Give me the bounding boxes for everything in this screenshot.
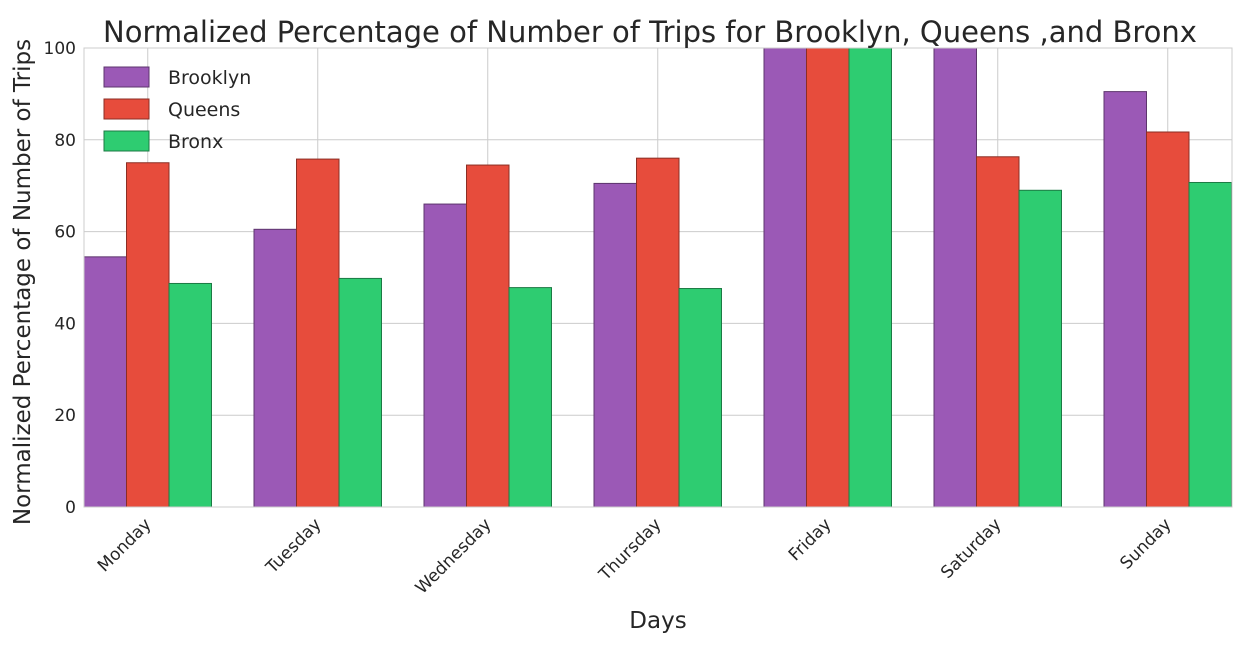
legend-swatch-bronx <box>103 130 150 152</box>
bar-bronx-saturday <box>1018 189 1062 508</box>
y-tick-label: 60 <box>54 223 76 243</box>
y-tick-label: 80 <box>54 131 76 151</box>
legend: Brooklyn Queens Bronx <box>103 66 251 153</box>
bar-queens-thursday <box>636 157 680 508</box>
x-tick-label: Wednesday <box>412 515 496 599</box>
x-tick-labels: Monday Tuesday Wednesday Thursday Friday Satu… <box>94 515 1176 599</box>
bar-brooklyn-sunday <box>1103 91 1147 508</box>
legend-swatch-queens <box>103 98 150 120</box>
y-tick-label: 40 <box>54 314 76 334</box>
y-axis-label: Normalized Percentage of Number of Trips <box>10 39 36 525</box>
bar-brooklyn-friday <box>763 47 807 508</box>
bar-bronx-sunday <box>1188 181 1232 508</box>
y-tick-label: 100 <box>44 39 76 59</box>
bar-queens-saturday <box>976 156 1020 508</box>
x-tick-label: Monday <box>94 515 156 577</box>
x-tick-label: Tuesday <box>262 515 326 579</box>
legend-label-brooklyn: Brooklyn <box>168 67 251 89</box>
bar-bronx-wednesday <box>508 287 552 508</box>
bar-bronx-tuesday <box>338 277 382 508</box>
x-axis-label: Days <box>629 608 686 634</box>
bar-brooklyn-monday <box>83 256 127 508</box>
chart-title: Normalized Percentage of Number of Trips… <box>103 15 1197 49</box>
bar-bronx-monday <box>168 282 212 508</box>
legend-swatch-brooklyn <box>103 66 150 88</box>
bar-queens-monday <box>126 162 170 508</box>
bar-brooklyn-wednesday <box>423 203 467 508</box>
x-tick-label: Saturday <box>937 515 1005 583</box>
x-tick-label: Thursday <box>595 515 666 586</box>
bar-queens-tuesday <box>296 158 340 508</box>
bar-queens-sunday <box>1146 131 1190 508</box>
y-tick-label: 20 <box>54 406 76 426</box>
bar-brooklyn-saturday <box>933 47 977 508</box>
bar-queens-friday <box>806 47 850 508</box>
plot-frame <box>83 47 1233 508</box>
legend-label-bronx: Bronx <box>168 131 223 153</box>
bar-bronx-thursday <box>678 288 722 508</box>
y-tick-labels: 0 20 40 60 80 100 <box>44 39 76 518</box>
legend-label-queens: Queens <box>168 99 240 121</box>
bar-bronx-friday <box>848 47 892 508</box>
bar-queens-wednesday <box>466 164 510 508</box>
x-tick-label: Friday <box>785 515 836 566</box>
bar-brooklyn-thursday <box>593 182 637 508</box>
bars <box>83 47 1232 508</box>
y-tick-label: 0 <box>65 498 76 518</box>
x-tick-label: Sunday <box>1116 515 1175 574</box>
bar-brooklyn-tuesday <box>253 228 297 508</box>
